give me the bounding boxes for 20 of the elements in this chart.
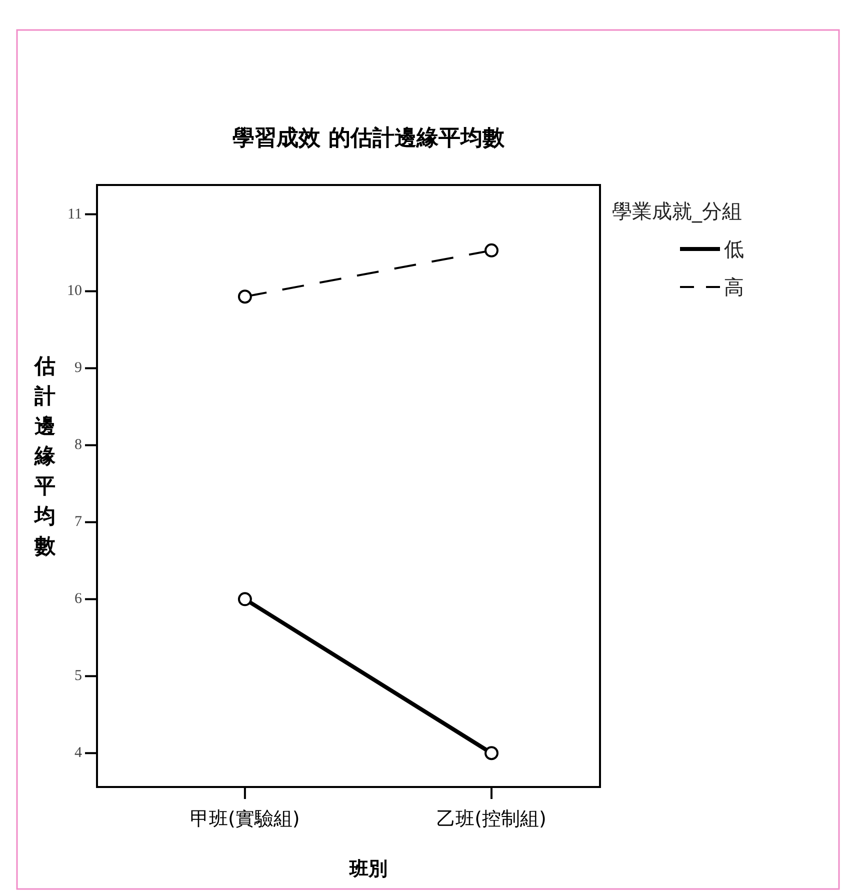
legend-label: 高	[724, 275, 744, 299]
y-axis-title: 估計邊緣平均數	[34, 354, 56, 558]
point	[484, 746, 499, 760]
y-tick-label: 8	[74, 437, 82, 454]
y-tick-label: 6	[74, 591, 82, 608]
x-tick-label: 甲班(實驗組)	[190, 808, 300, 830]
legend-label: 低	[724, 237, 744, 261]
y-tick-label: 9	[74, 360, 82, 376]
y-tick-label: 4	[74, 745, 82, 762]
point	[238, 592, 252, 606]
x-axis-title: 班別	[348, 858, 388, 880]
y-tick-label: 11	[68, 206, 82, 222]
x-tick-label: 乙班(控制組)	[436, 808, 546, 830]
point	[484, 243, 499, 258]
chart-title: 學習成效 的估計邊緣平均數	[232, 126, 506, 151]
y-tick-label: 5	[74, 668, 82, 684]
point	[238, 290, 252, 304]
y-tick-label: 10	[67, 283, 82, 300]
legend-title: 學業成就_分組	[612, 199, 742, 223]
y-tick-label: 7	[74, 514, 82, 530]
